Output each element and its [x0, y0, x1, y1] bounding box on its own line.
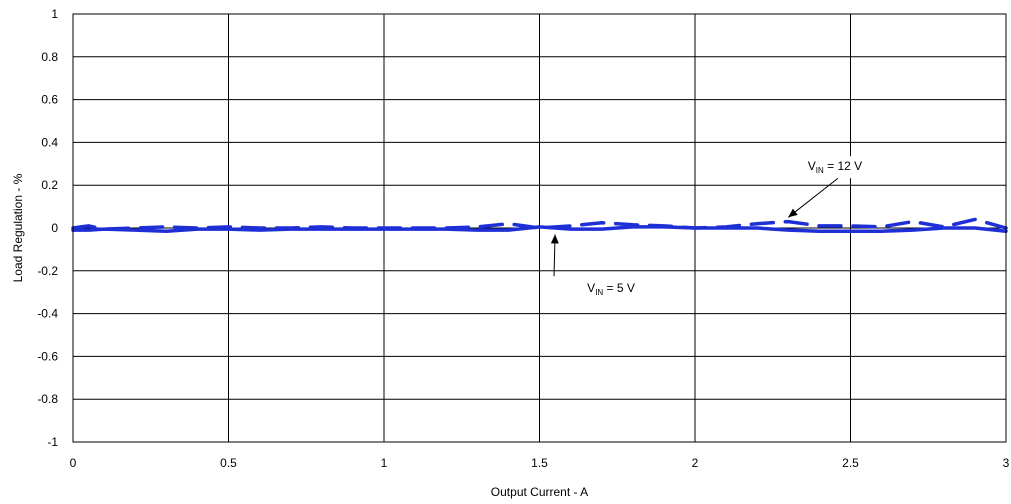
y-tick-label: 0.4 [41, 135, 58, 149]
series-lines [71, 217, 1008, 233]
annotation-arrow [787, 177, 839, 218]
y-axis-title: Load Regulation - % [11, 173, 25, 282]
annotation-label-vin5: VIN = 5 V [587, 281, 635, 297]
y-tick-label: -1 [47, 435, 58, 449]
y-tick-label: 0 [51, 221, 58, 235]
y-tick-label: -0.2 [37, 264, 58, 278]
x-tick-label: 0.5 [220, 456, 237, 470]
plot-frame [72, 13, 1007, 443]
annotation-background [583, 278, 639, 301]
y-tick-label: 0.6 [41, 93, 58, 107]
annotations: VIN = 12 V VIN = 5 V [550, 156, 867, 301]
annotation-arrow [550, 234, 559, 277]
x-axis-title: Output Current - A [491, 485, 588, 499]
y-tick-labels: 1 0.8 0.6 0.4 0.2 0 -0.2 -0.4 -0.6 -0.8 -1 [37, 7, 58, 449]
annotation-background [803, 156, 867, 179]
x-tick-label: 2.5 [842, 456, 859, 470]
y-tick-label: 1 [51, 7, 58, 21]
x-tick-label: 2 [692, 456, 699, 470]
y-tick-label: -0.4 [37, 307, 58, 321]
y-tick-label: -0.8 [37, 392, 58, 406]
x-tick-label: 1.5 [531, 456, 548, 470]
x-tick-label: 0 [70, 456, 77, 470]
x-tick-label: 1 [381, 456, 388, 470]
y-tick-label: 0.8 [41, 50, 58, 64]
y-tick-label: 0.2 [41, 178, 58, 192]
series-line-vin-5v [71, 225, 1008, 233]
x-tick-label: 3 [1003, 456, 1010, 470]
x-tick-labels: 0 0.5 1 1.5 2 2.5 3 [70, 456, 1010, 470]
annotation-label-vin12: VIN = 12 V [808, 159, 862, 175]
y-tick-label: -0.6 [37, 349, 58, 363]
